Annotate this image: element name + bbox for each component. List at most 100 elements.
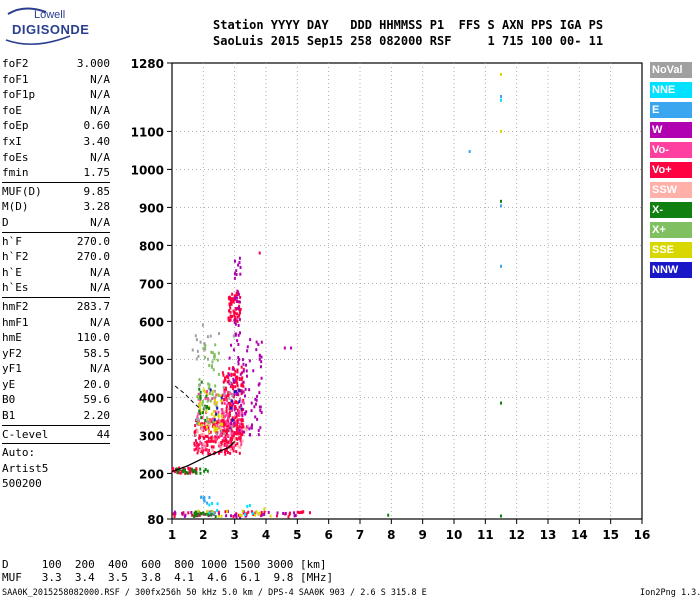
echo-point bbox=[212, 420, 215, 424]
y-tick-label: 1280 bbox=[131, 57, 164, 71]
echo-point bbox=[203, 469, 206, 473]
echo-point bbox=[209, 334, 212, 338]
echo-point bbox=[294, 514, 297, 518]
echo-point bbox=[173, 470, 176, 474]
echo-point bbox=[254, 415, 257, 419]
echo-point bbox=[231, 297, 234, 301]
echo-point bbox=[212, 368, 215, 372]
echo-point bbox=[229, 385, 232, 389]
echo-point bbox=[205, 448, 208, 452]
echo-point bbox=[211, 448, 214, 452]
echo-point bbox=[229, 381, 232, 385]
echo-point bbox=[229, 423, 232, 427]
echo-point bbox=[236, 419, 239, 423]
param-value: 9.85 bbox=[83, 184, 111, 198]
logo-swoosh-icon bbox=[5, 7, 71, 45]
echo-point bbox=[214, 410, 217, 414]
y-tick-label: 300 bbox=[139, 429, 164, 443]
echo-point bbox=[199, 471, 202, 475]
echo-point bbox=[202, 407, 205, 411]
echo-point bbox=[199, 436, 202, 440]
y-tick-label: 900 bbox=[139, 201, 164, 215]
echo-point bbox=[261, 513, 264, 517]
echo-point bbox=[221, 431, 224, 435]
echo-point bbox=[236, 408, 239, 412]
echo-point bbox=[235, 307, 238, 311]
echo-point bbox=[199, 412, 202, 416]
echo-point bbox=[234, 332, 237, 336]
echo-point bbox=[223, 439, 226, 443]
echo-point bbox=[196, 415, 199, 419]
echo-point bbox=[198, 434, 201, 438]
param-name: hmE bbox=[2, 331, 22, 345]
echo-point bbox=[228, 309, 231, 313]
echo-point bbox=[248, 504, 251, 508]
echo-point bbox=[241, 381, 244, 385]
x-tick-label: 3 bbox=[230, 528, 238, 542]
echo-point bbox=[202, 433, 205, 437]
echo-point bbox=[238, 261, 241, 265]
echo-point bbox=[233, 439, 236, 443]
echo-point bbox=[215, 421, 218, 425]
echo-point bbox=[217, 418, 220, 422]
echo-point bbox=[230, 514, 233, 518]
echo-point bbox=[193, 469, 196, 473]
param-row: B0 59.6 bbox=[2, 392, 110, 408]
echo-point bbox=[217, 423, 220, 427]
echo-point bbox=[301, 510, 304, 514]
param-name: hmF2 bbox=[2, 299, 29, 313]
echo-point bbox=[209, 388, 212, 392]
echo-point bbox=[213, 423, 216, 427]
echo-point bbox=[199, 467, 202, 471]
param-separator bbox=[2, 424, 110, 426]
echo-point bbox=[171, 466, 174, 470]
echo-point bbox=[223, 432, 226, 436]
echo-point bbox=[203, 390, 206, 394]
param-name: h`Es bbox=[2, 281, 29, 295]
echo-point bbox=[202, 388, 205, 392]
echo-point bbox=[210, 445, 213, 449]
echo-point bbox=[207, 439, 210, 443]
param-value: 1.75 bbox=[83, 166, 111, 180]
echo-point bbox=[237, 342, 240, 346]
echo-point bbox=[199, 394, 202, 398]
echo-point bbox=[176, 471, 179, 475]
echo-point bbox=[234, 369, 237, 373]
echo-point bbox=[247, 510, 250, 514]
echo-point bbox=[213, 396, 216, 400]
echo-point bbox=[233, 407, 236, 411]
echo-point bbox=[231, 292, 234, 296]
echo-point bbox=[241, 358, 244, 362]
echo-point bbox=[189, 467, 192, 471]
echo-point bbox=[208, 387, 211, 391]
echo-point bbox=[208, 452, 211, 456]
echo-point bbox=[199, 396, 202, 400]
echo-point bbox=[210, 501, 213, 505]
echo-point bbox=[228, 373, 231, 377]
echo-point bbox=[201, 451, 204, 455]
echo-point bbox=[229, 314, 232, 318]
echo-point bbox=[196, 451, 199, 455]
echo-point bbox=[242, 510, 245, 514]
echo-point bbox=[224, 386, 227, 390]
echo-point bbox=[230, 418, 233, 422]
echo-point bbox=[234, 259, 237, 263]
echo-point bbox=[235, 414, 238, 418]
echo-point bbox=[239, 311, 242, 315]
echo-point bbox=[233, 432, 236, 436]
echo-point bbox=[245, 369, 248, 373]
echo-point bbox=[229, 438, 232, 442]
echo-point bbox=[238, 300, 241, 304]
x-tick-label: 6 bbox=[324, 528, 332, 542]
echo-point bbox=[192, 514, 195, 518]
echo-point bbox=[208, 407, 211, 411]
header-columns: Station YYYY DAY DDD HHMMSS P1 FFS S AXN… bbox=[213, 18, 604, 32]
echo-point bbox=[241, 400, 244, 404]
echo-point bbox=[193, 441, 196, 445]
echo-point bbox=[226, 450, 229, 454]
echo-point bbox=[238, 429, 241, 433]
echo-point bbox=[231, 433, 234, 437]
param-value: 58.5 bbox=[83, 346, 111, 360]
echo-point bbox=[250, 426, 253, 430]
echo-point bbox=[184, 513, 187, 517]
